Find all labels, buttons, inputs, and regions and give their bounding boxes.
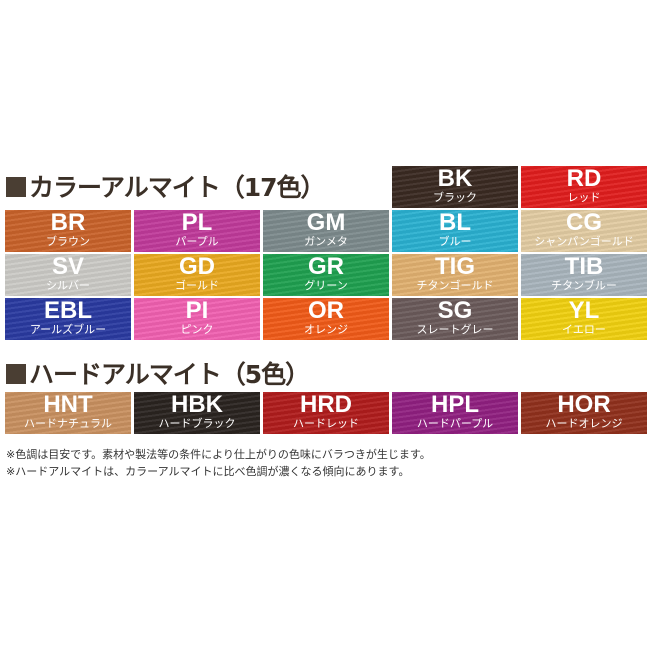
swatch-code: GD	[179, 254, 215, 280]
swatch-code: HNT	[43, 392, 93, 418]
swatch-hrd: HRD ハードレッド	[263, 392, 389, 434]
swatch-code: HOR	[557, 392, 611, 418]
swatch-name: ハードブラック	[158, 417, 236, 430]
swatch-name: ピンク	[180, 323, 214, 336]
swatch-cg: CG シャンパンゴールド	[521, 210, 647, 252]
swatch-hor: HOR ハードオレンジ	[521, 392, 647, 434]
swatch-name: オレンジ	[304, 323, 348, 336]
swatch-pi: PI ピンク	[134, 298, 260, 340]
swatch-name: ガンメタ	[304, 235, 348, 248]
swatch-code: BL	[439, 210, 471, 236]
square-bullet-icon	[6, 177, 26, 197]
square-bullet-icon	[6, 364, 26, 384]
swatch-code: GM	[306, 210, 346, 236]
swatch-or: OR オレンジ	[263, 298, 389, 340]
swatch-code: PI	[185, 298, 209, 324]
swatch-name: ゴールド	[175, 279, 219, 292]
swatch-code: GR	[308, 254, 344, 280]
swatch-code: HPL	[431, 392, 479, 418]
swatch-tig: TIG チタンゴールド	[392, 254, 518, 296]
swatch-name: ハードナチュラル	[24, 417, 112, 430]
swatch-br: BR ブラウン	[5, 210, 131, 252]
swatch-code: HBK	[171, 392, 223, 418]
swatch-code: SV	[51, 254, 84, 280]
swatch-name: ブルー	[438, 235, 472, 248]
swatch-bk: BK ブラック	[392, 166, 518, 208]
swatch-gr: GR グリーン	[263, 254, 389, 296]
color-anodize-heading: カラーアルマイト（17色）	[6, 168, 326, 204]
swatch-sg: SG スレートグレー	[392, 298, 518, 340]
swatch-name: イエロー	[562, 323, 606, 336]
swatch-pl: PL パープル	[134, 210, 260, 252]
note-hard-anodize: ※ハードアルマイトは、カラーアルマイトに比べ色調が濃くなる傾向にあります。	[6, 465, 410, 478]
swatch-code: SG	[437, 298, 473, 324]
swatch-ebl: EBL アールズブルー	[5, 298, 131, 340]
swatch-name: パープル	[175, 235, 219, 248]
notes: ※色調は目安です。素材や製法等の条件により仕上がりの色味にバラつきが生じます。 …	[6, 446, 431, 480]
swatch-name: チタンゴールド	[416, 279, 494, 292]
swatch-hbk: HBK ハードブラック	[134, 392, 260, 434]
swatch-code: BR	[50, 210, 86, 236]
swatch-code: PL	[181, 210, 213, 236]
swatch-code: EBL	[44, 298, 92, 324]
swatch-code: TIG	[435, 254, 475, 280]
swatch-gm: GM ガンメタ	[263, 210, 389, 252]
swatch-name: グリーン	[304, 279, 348, 292]
swatch-name: シルバー	[46, 279, 90, 292]
swatch-name: アールズブルー	[29, 323, 107, 336]
swatch-code: TIB	[564, 254, 604, 280]
swatch-gd: GD ゴールド	[134, 254, 260, 296]
swatch-code: YL	[568, 298, 600, 324]
swatch-code: HRD	[300, 392, 352, 418]
swatch-bl: BL ブルー	[392, 210, 518, 252]
swatch-name: ブラック	[433, 191, 477, 204]
swatch-name: ハードオレンジ	[545, 417, 623, 430]
swatch-tib: TIB チタンブルー	[521, 254, 647, 296]
swatch-code: OR	[308, 298, 344, 324]
swatch-yl: YL イエロー	[521, 298, 647, 340]
heading-text: ハードアルマイト（5色）	[29, 360, 310, 389]
swatch-name: ハードレッド	[293, 417, 359, 430]
swatch-name: チタンブルー	[551, 279, 617, 292]
heading-text: カラーアルマイト（17色）	[29, 173, 326, 202]
swatch-rd: RD レッド	[521, 166, 647, 208]
note-color-variance: ※色調は目安です。素材や製法等の条件により仕上がりの色味にバラつきが生じます。	[6, 448, 431, 461]
swatch-code: RD	[566, 166, 602, 192]
swatch-code: CG	[566, 210, 602, 236]
hard-anodize-heading: ハードアルマイト（5色）	[6, 355, 310, 391]
swatch-name: レッド	[567, 191, 601, 204]
swatch-sv: SV シルバー	[5, 254, 131, 296]
swatch-code: BK	[437, 166, 473, 192]
swatch-name: シャンパンゴールド	[534, 235, 634, 248]
swatch-name: ブラウン	[46, 235, 90, 248]
swatch-name: スレートグレー	[416, 323, 494, 336]
swatch-name: ハードパープル	[416, 417, 494, 430]
swatch-hpl: HPL ハードパープル	[392, 392, 518, 434]
swatch-hnt: HNT ハードナチュラル	[5, 392, 131, 434]
